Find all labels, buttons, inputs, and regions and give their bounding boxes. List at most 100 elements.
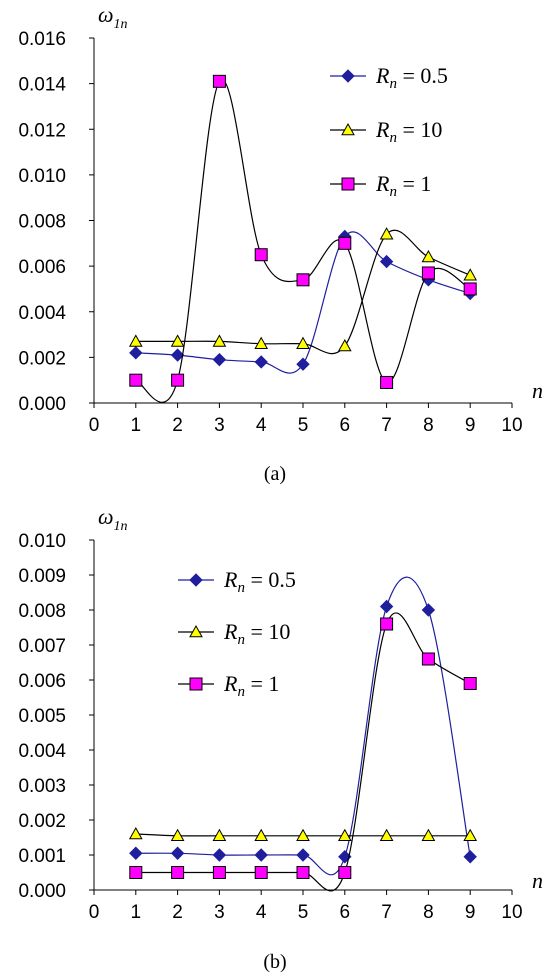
x-tick-label: 5 xyxy=(298,902,309,923)
y-tick-label: 0.002 xyxy=(18,811,66,832)
data-point xyxy=(421,603,436,617)
legend-label: Rn = 1 xyxy=(223,671,279,700)
y-tick-label: 0.004 xyxy=(18,741,66,762)
x-axis-title-b: n xyxy=(532,868,543,893)
legend-label: Rn = 10 xyxy=(375,117,442,146)
series-line xyxy=(135,612,471,892)
x-tick-label: 7 xyxy=(381,902,392,923)
data-point xyxy=(463,677,477,690)
data-point xyxy=(171,373,185,387)
series-line xyxy=(135,78,471,403)
data-point xyxy=(379,828,394,842)
y-tick-label: 0.006 xyxy=(18,257,66,278)
x-tick-label: 6 xyxy=(340,415,351,436)
y-tick-label: 0.012 xyxy=(18,120,66,141)
data-point xyxy=(296,828,310,842)
x-tick-label: 6 xyxy=(340,902,351,923)
legend-marker xyxy=(341,177,355,191)
data-point xyxy=(212,828,227,842)
x-tick-label: 7 xyxy=(381,415,392,436)
data-point xyxy=(254,848,268,862)
data-point xyxy=(254,355,268,369)
legend-item: Rn = 0.5 xyxy=(330,63,448,92)
y-tick-label: 0.007 xyxy=(18,636,66,657)
data-point xyxy=(421,828,436,842)
x-tick-label: 5 xyxy=(298,415,309,436)
legend-label: Rn = 0.5 xyxy=(223,567,296,596)
data-point xyxy=(212,334,227,347)
data-point xyxy=(421,266,435,280)
data-point xyxy=(254,866,268,879)
legend-b: Rn = 0.5 Rn = 10 Rn = 1 xyxy=(178,567,296,700)
y-tick-label: 0.001 xyxy=(18,846,66,867)
data-point xyxy=(254,336,269,349)
x-tick-label: 8 xyxy=(423,415,434,436)
data-point xyxy=(129,373,143,387)
data-point xyxy=(337,338,352,352)
y-tick-labels-b: 0.000 0.001 0.002 0.003 0.004 0.005 0.006 0.007… xyxy=(18,531,94,902)
x-tick-label: 2 xyxy=(172,902,183,923)
data-point xyxy=(212,848,227,862)
data-point xyxy=(212,866,226,879)
y-tick-label: 0.000 xyxy=(18,881,66,902)
data-point xyxy=(337,828,352,842)
legend-label: Rn = 10 xyxy=(223,619,290,648)
x-tick-label: 4 xyxy=(256,415,267,436)
legend-item: Rn = 0.5 xyxy=(178,567,296,596)
data-point xyxy=(171,866,185,879)
data-point xyxy=(421,652,435,666)
data-point xyxy=(379,599,394,614)
data-point xyxy=(421,249,436,263)
legend-marker xyxy=(341,122,355,136)
series-square xyxy=(129,612,477,892)
data-point xyxy=(128,826,143,840)
data-point xyxy=(296,866,310,879)
data-point xyxy=(129,846,143,860)
series-line xyxy=(135,231,471,374)
y-tick-label: 0.008 xyxy=(18,212,66,233)
y-tick-label: 0.004 xyxy=(18,303,66,324)
x-tick-label: 1 xyxy=(131,415,142,436)
y-tick-label: 0.008 xyxy=(18,601,66,622)
legend-a: Rn = 0.5 Rn = 10 Rn = 1 xyxy=(330,63,448,200)
series-square xyxy=(129,74,477,403)
data-point xyxy=(170,828,185,842)
data-point xyxy=(254,248,268,262)
legend-marker xyxy=(189,624,203,638)
y-axis-title-b: ω1n xyxy=(98,504,128,534)
data-point xyxy=(463,268,478,281)
data-point xyxy=(338,866,352,879)
data-point xyxy=(296,273,310,287)
panel-label-a: (a) xyxy=(264,463,286,485)
x-tick-label: 3 xyxy=(214,415,225,436)
y-tick-labels-a: 0.000 0.002 0.004 0.006 0.008 0.010 0.012 0.014… xyxy=(18,29,94,415)
x-tick-label: 2 xyxy=(172,415,183,436)
x-tick-label: 10 xyxy=(501,902,522,923)
legend-marker xyxy=(341,69,355,83)
data-point xyxy=(254,828,269,842)
y-tick-label: 0.003 xyxy=(18,776,66,797)
y-tick-label: 0.006 xyxy=(18,671,66,692)
data-point xyxy=(463,850,477,864)
x-tick-labels-b: 0 1 2 3 4 5 6 7 8 9 10 xyxy=(89,890,523,923)
legend-label: Rn = 0.5 xyxy=(375,63,448,92)
chart-a: ω1n 0.0000.0020.0040.0060.0080.0100.0120… xyxy=(18,2,543,485)
series-group-b xyxy=(128,576,478,892)
legend-marker xyxy=(189,677,203,691)
series-triangle xyxy=(128,227,478,354)
y-tick-label: 0.002 xyxy=(18,348,66,369)
x-tick-label: 9 xyxy=(465,415,476,436)
legend-item: Rn = 1 xyxy=(178,671,279,700)
data-point xyxy=(170,846,185,860)
series-triangle xyxy=(128,826,478,842)
y-tick-label: 0.000 xyxy=(18,394,66,415)
data-point xyxy=(379,254,394,269)
data-point xyxy=(128,334,143,347)
data-point xyxy=(463,282,477,296)
y-tick-label: 0.009 xyxy=(18,566,66,587)
data-point xyxy=(380,617,394,631)
x-tick-label: 0 xyxy=(89,902,100,923)
y-axis-title-a: ω1n xyxy=(98,2,128,32)
x-axis-title-a: n xyxy=(532,378,543,403)
data-point xyxy=(296,848,310,862)
